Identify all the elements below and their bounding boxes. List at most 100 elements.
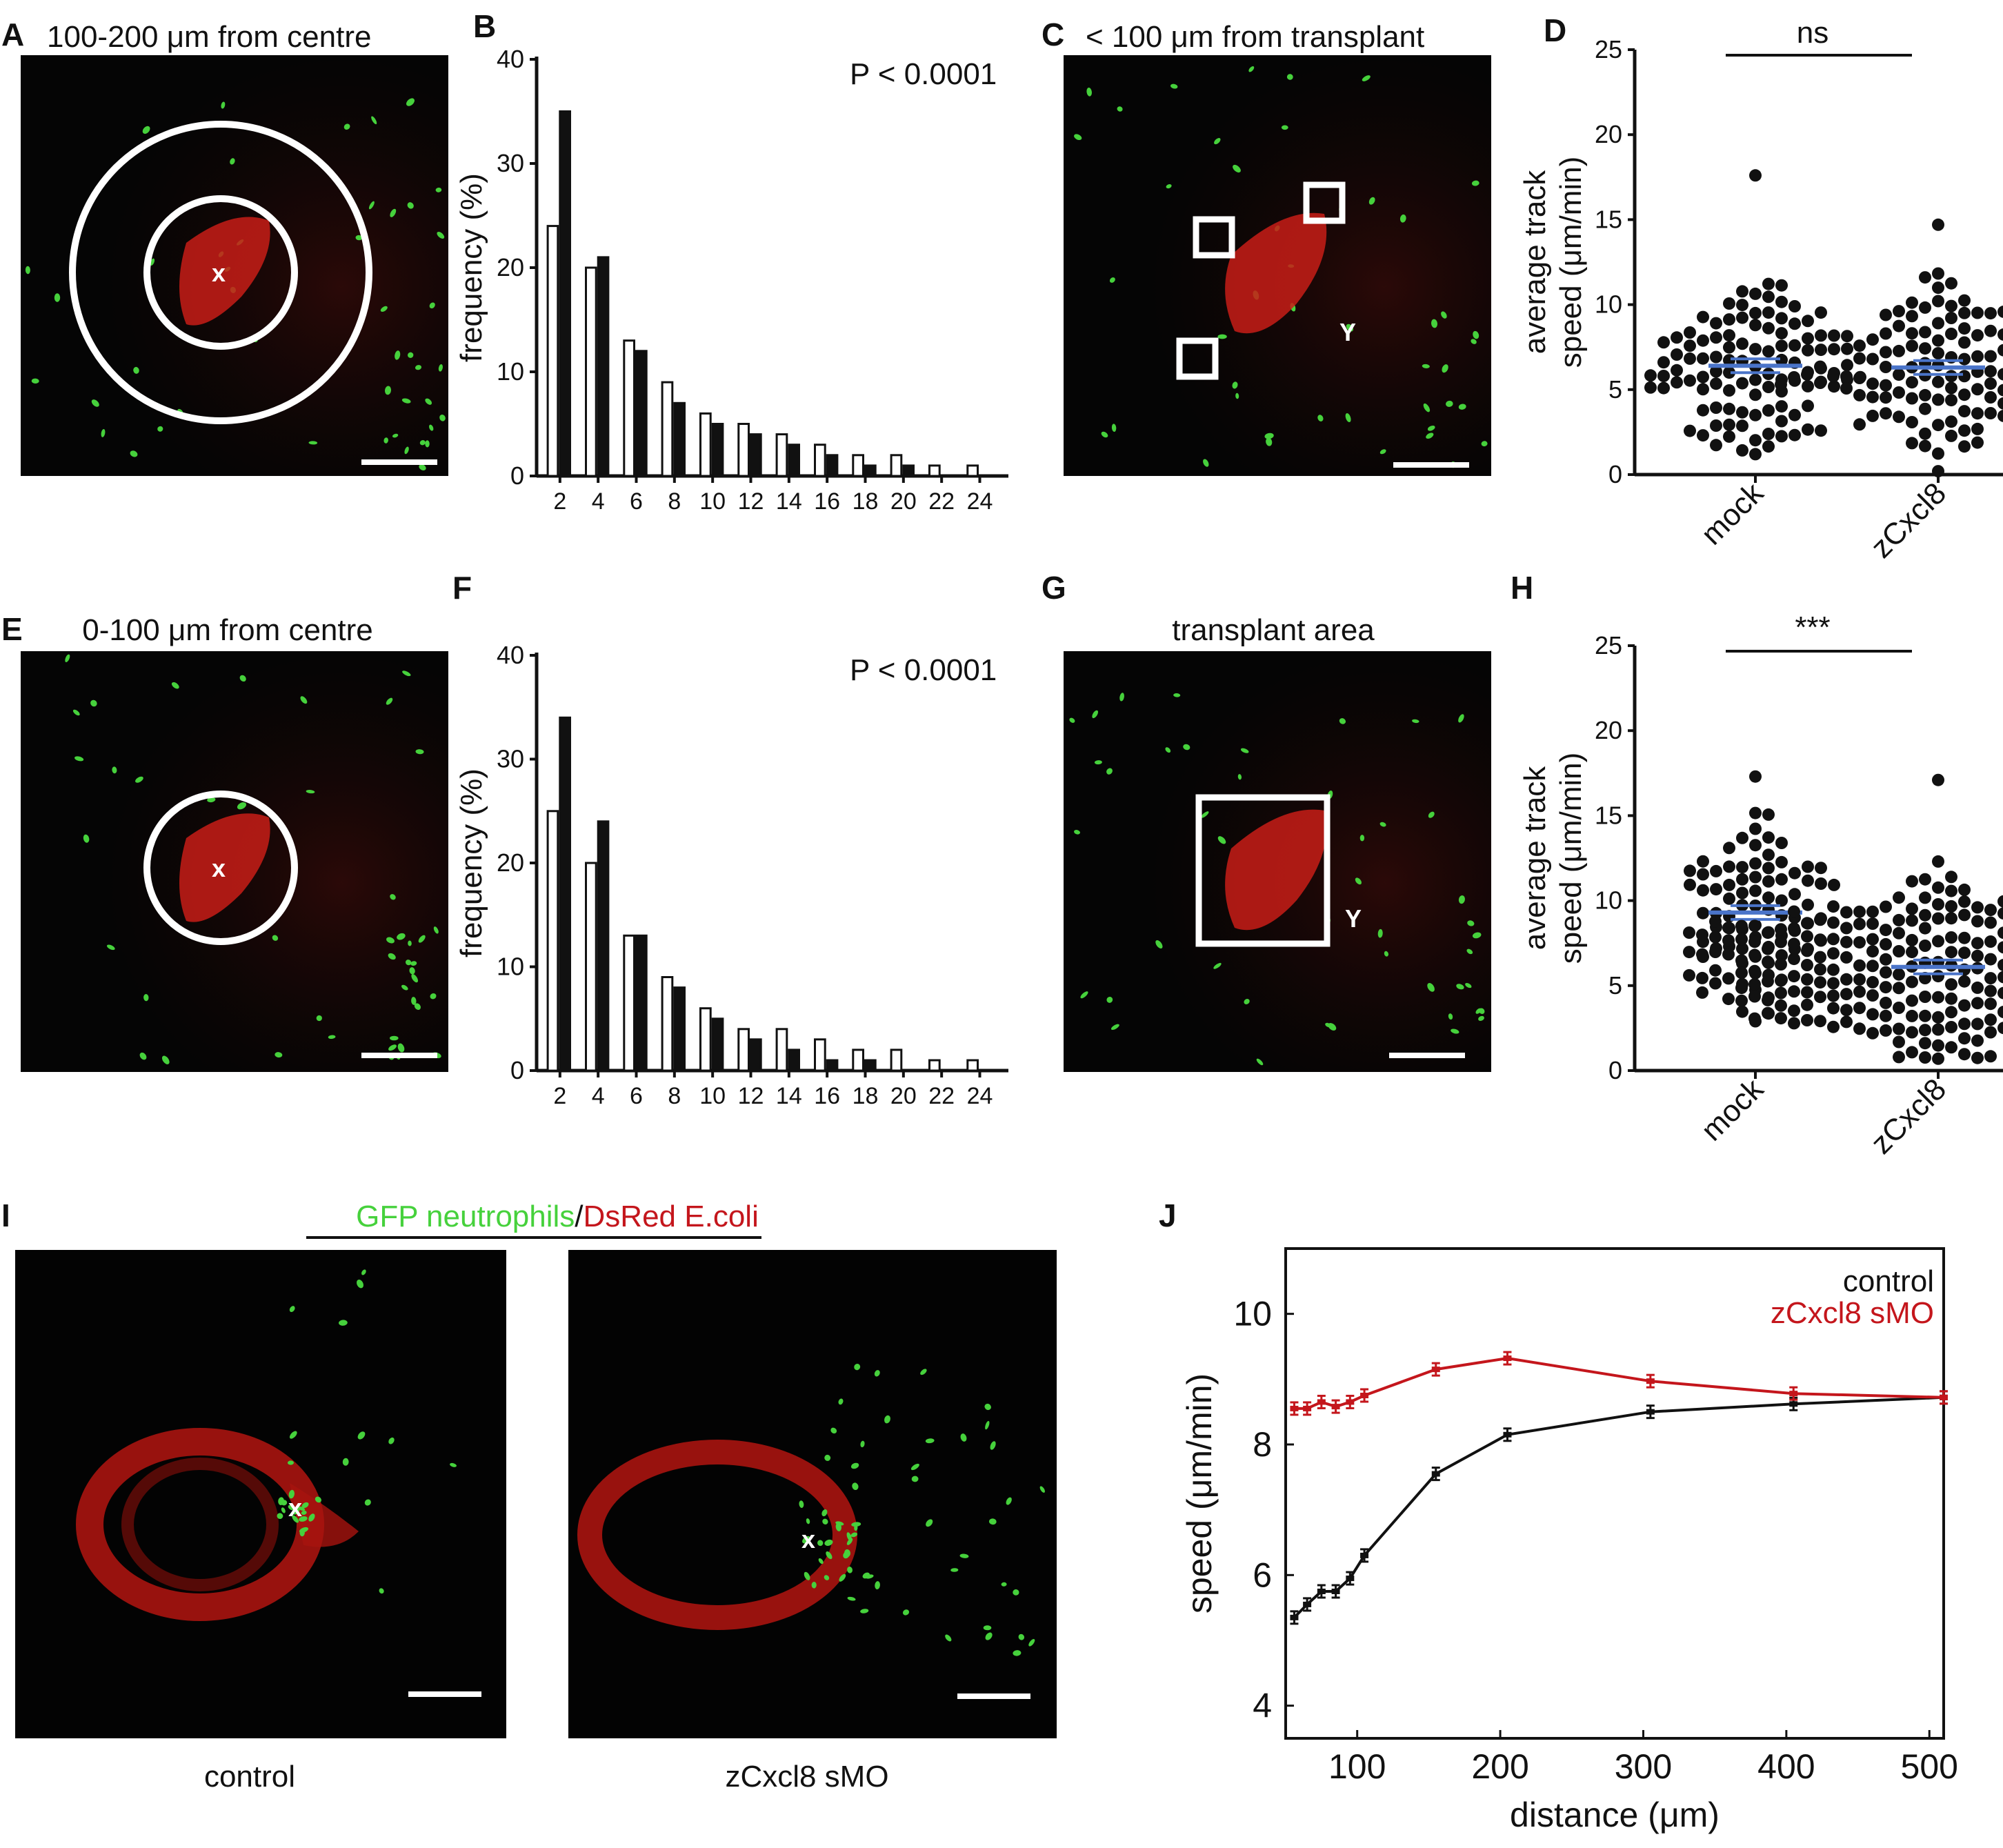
data-point — [1735, 994, 1748, 1007]
data-point — [1723, 366, 1735, 379]
data-point — [1984, 916, 1997, 929]
data-point — [1919, 1051, 1931, 1064]
neutrophil-cells — [799, 1363, 1045, 1656]
y-tick-label: 10 — [1595, 886, 1622, 915]
data-point — [1723, 341, 1735, 354]
data-point — [1906, 310, 1918, 323]
data-point — [1814, 991, 1826, 1004]
data-point — [1709, 946, 1722, 958]
data-point — [1801, 944, 1813, 957]
data-point — [1801, 1014, 1813, 1026]
data-point — [1827, 1020, 1840, 1033]
data-point — [1710, 439, 1722, 452]
neutrophil — [1080, 991, 1088, 999]
data-point — [1958, 424, 1971, 437]
caption-sMO: zCxcl8 sMO — [725, 1760, 888, 1794]
neutrophil — [386, 697, 393, 705]
neutrophil — [288, 1460, 294, 1465]
neutrophil — [289, 1306, 295, 1313]
histogram-bar — [699, 412, 712, 477]
neutrophil — [414, 1003, 421, 1010]
data-point — [1723, 418, 1735, 431]
data-point — [1762, 345, 1775, 358]
panel-label-f: F — [452, 570, 472, 606]
data-point — [1710, 419, 1722, 432]
neutrophil — [308, 441, 318, 445]
neutrophil — [850, 1462, 859, 1469]
data-point — [1880, 953, 1892, 966]
data-point — [1971, 997, 1984, 1010]
data-point — [1723, 297, 1735, 310]
neutrophil — [277, 1513, 283, 1520]
neutrophil — [142, 126, 150, 134]
data-point — [1749, 388, 1762, 401]
data-point — [1932, 970, 1944, 983]
data-point — [1958, 306, 1971, 319]
data-point — [1945, 381, 1957, 395]
neutrophil — [429, 424, 434, 431]
neutrophil — [1155, 940, 1163, 949]
data-point — [1853, 917, 1866, 931]
x-tick-label: 200 — [1471, 1747, 1528, 1786]
data-point — [1736, 285, 1748, 298]
panel-a-title: 100-200 μm from centre — [47, 20, 371, 54]
neutrophil — [54, 293, 61, 302]
data-point — [1945, 299, 1957, 312]
neutrophil — [1458, 404, 1466, 410]
data-point — [1919, 991, 1931, 1003]
data-point — [1906, 1046, 1918, 1059]
neutrophil — [439, 415, 446, 421]
neutrophil — [1039, 1486, 1045, 1493]
data-point — [1958, 370, 1971, 383]
histogram-bar — [750, 1038, 762, 1072]
data-point — [1945, 946, 1957, 959]
y-tick-label: 0 — [510, 1056, 524, 1084]
neutrophil — [844, 1549, 851, 1557]
data-point — [1683, 968, 1695, 982]
data-point — [1945, 900, 1957, 913]
neutrophil — [1345, 413, 1351, 423]
neutrophil — [408, 352, 414, 358]
data-point — [1945, 978, 1957, 991]
data-point — [1788, 317, 1801, 330]
data-point — [1906, 376, 1918, 389]
data-point — [1709, 964, 1722, 977]
dotplot-d: 0 5 10 15 20 25 average track speed (μm/min) moc… — [1518, 35, 2003, 564]
panel-c-title: < 100 μm from transplant — [1086, 20, 1424, 54]
data-point — [1919, 326, 1931, 339]
histogram-bar — [661, 976, 674, 1072]
neutrophil — [1248, 66, 1255, 72]
y-tick-label: 10 — [497, 357, 524, 386]
data-point — [1657, 356, 1670, 369]
data-point — [1971, 937, 1984, 950]
data-point — [1945, 328, 1957, 340]
neutrophil — [985, 1420, 990, 1430]
data-point — [1893, 344, 1905, 357]
neutrophil — [407, 202, 414, 209]
data-point — [1984, 350, 1997, 363]
data-point — [1997, 1022, 2003, 1035]
data-point — [1762, 993, 1774, 1006]
neutrophil — [811, 1582, 817, 1589]
data-point — [1775, 312, 1788, 325]
neutrophil — [1264, 433, 1274, 439]
data-point — [1657, 336, 1670, 349]
data-point — [1971, 306, 1984, 319]
x-tick-label: 400 — [1757, 1747, 1815, 1786]
data-point — [1802, 344, 1814, 357]
data-point — [1971, 901, 1984, 914]
data-point — [1958, 883, 1971, 896]
data-point — [1710, 401, 1722, 414]
neutrophil — [1426, 433, 1434, 439]
neutrophil — [299, 1529, 305, 1537]
data-point — [1723, 430, 1735, 443]
data-point — [1303, 1601, 1312, 1607]
data-point — [1815, 877, 1827, 890]
data-point — [1958, 294, 1971, 307]
x-tick-label: 8 — [668, 1083, 681, 1109]
data-point — [1840, 370, 1853, 383]
data-point — [1723, 384, 1735, 397]
roi-square — [1303, 181, 1346, 224]
data-point — [1958, 352, 1971, 366]
neutrophil — [1165, 747, 1171, 753]
